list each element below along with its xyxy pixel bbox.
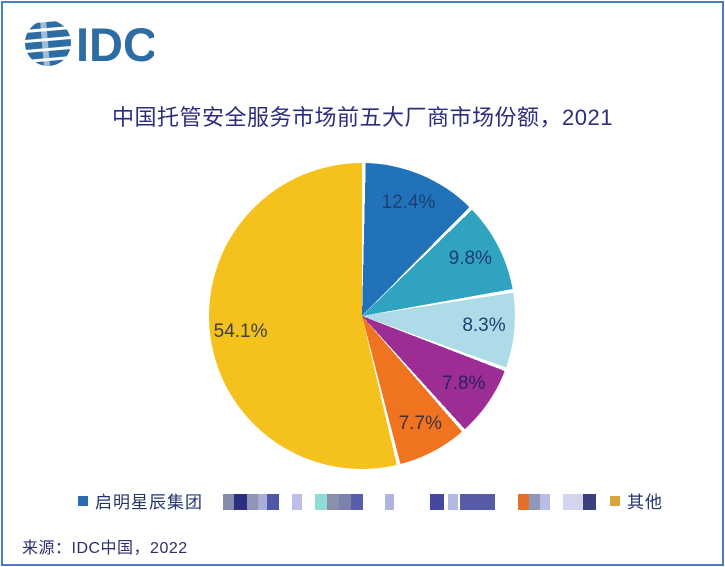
- legend-swatch-blue: [78, 495, 88, 506]
- pie-label: 9.8%: [448, 247, 492, 269]
- mosaic-block: [351, 494, 363, 510]
- mosaic-block: [315, 494, 327, 510]
- mosaic-block: [583, 494, 596, 510]
- mosaic-block: [563, 494, 583, 510]
- mosaic-block: [540, 494, 550, 510]
- idc-logo: IDC: [22, 16, 154, 70]
- mosaic-block: [460, 494, 495, 510]
- mosaic-block: [448, 494, 458, 510]
- pie-label: 54.1%: [213, 320, 268, 342]
- pie-chart: [209, 163, 515, 469]
- mosaic-block: [223, 494, 234, 510]
- pie-label: 8.3%: [462, 315, 506, 337]
- mosaic-block: [518, 494, 529, 510]
- legend-label: 启明星辰集团: [95, 493, 203, 512]
- legend-swatch-gold: [610, 495, 620, 506]
- mosaic-block: [247, 494, 258, 510]
- mosaic-block: [267, 494, 279, 510]
- mosaic-block: [292, 494, 302, 510]
- pie-label: 7.8%: [442, 372, 486, 394]
- pie-label: 12.4%: [381, 191, 436, 213]
- mosaic-block: [339, 494, 351, 510]
- mosaic-block: [234, 494, 247, 510]
- mosaic-block: [258, 494, 267, 510]
- mosaic-block: [385, 494, 394, 510]
- legend-item-other: 其他: [610, 488, 663, 513]
- legend-mosaic: [0, 488, 725, 514]
- pie-label: 7.7%: [398, 412, 442, 434]
- mosaic-block: [327, 494, 339, 510]
- pie-chart-area: 12.4% 9.8% 8.3% 7.8% 7.7% 54.1%: [209, 163, 515, 469]
- legend-item-venustech: 启明星辰集团: [78, 488, 203, 513]
- idc-globe-icon: IDC: [23, 18, 154, 70]
- chart-legend: 启明星辰集团 其他: [0, 488, 725, 514]
- mosaic-block: [430, 494, 444, 510]
- legend-label: 其他: [627, 493, 663, 512]
- mosaic-block: [529, 494, 540, 510]
- idc-logo-text: IDC: [76, 18, 154, 70]
- source-note: 来源：IDC中国，2022: [22, 540, 188, 557]
- chart-title: 中国托管安全服务市场前五大厂商市场份额，2021: [112, 105, 613, 130]
